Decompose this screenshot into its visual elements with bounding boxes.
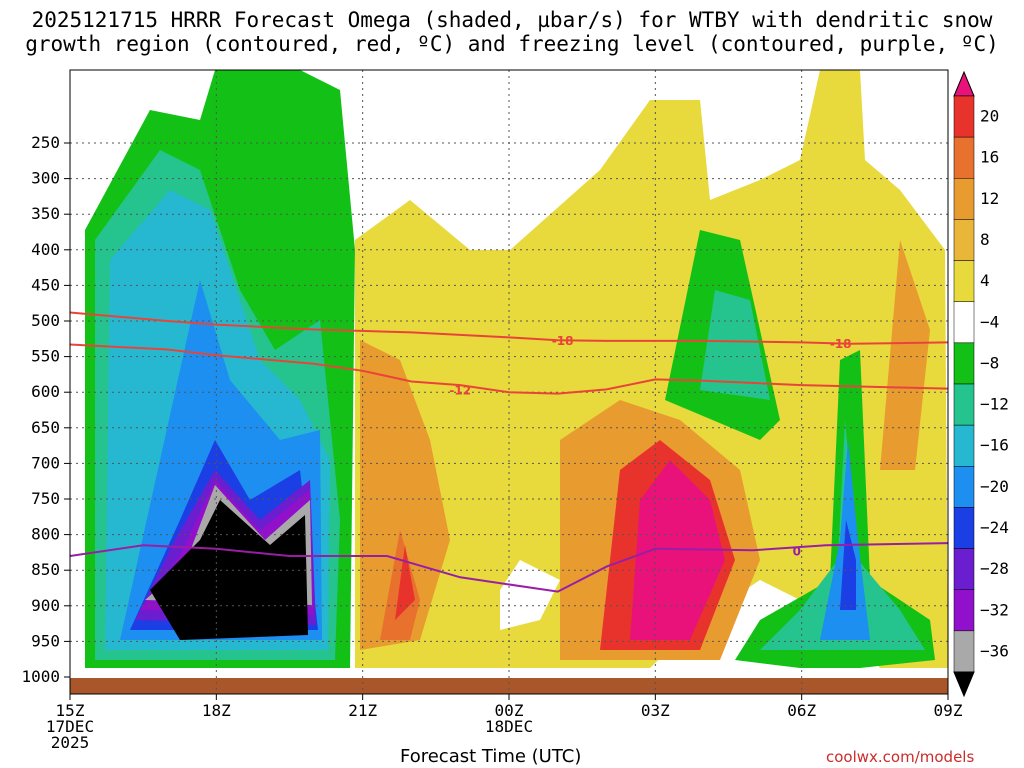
y-tick-label-1000: 1000 — [21, 667, 60, 686]
y-tick-label-750: 750 — [31, 489, 60, 508]
colorbar-segment-13 — [953, 630, 975, 673]
contour-dgz-12 — [69, 343, 949, 395]
contour-label-0: -18 — [552, 334, 574, 348]
colorbar-bottom-triangle — [953, 671, 975, 698]
y-axis-ticks: 250 300 350 400 450 500 550 600 650 700 750 800 850 9… — [21, 133, 70, 686]
x-tick-sub2-15Z: 2025 — [51, 733, 90, 752]
colorbar-label-4: 4 — [980, 271, 990, 290]
colorbar-segment-0 — [953, 95, 975, 138]
x-tick-label-03Z: 03Z — [641, 701, 670, 720]
colorbar-segment-10 — [953, 507, 975, 549]
x-tick-label-21Z: 21Z — [348, 701, 377, 720]
colorbar-segment-4 — [953, 260, 975, 302]
chart-title: 2025121715 HRRR Forecast Omega (shaded, … — [0, 8, 1024, 56]
y-tick-label-600: 600 — [31, 382, 60, 401]
x-tick-label-06Z: 06Z — [787, 701, 816, 720]
y-tick-label-400: 400 — [31, 240, 60, 259]
x-tick-label-18Z: 18Z — [202, 701, 231, 720]
title-line-2: growth region (contoured, red, ºC) and f… — [25, 32, 999, 56]
contour-label-2: -12 — [449, 383, 471, 397]
y-tick-label-850: 850 — [31, 560, 60, 579]
colorbar-label-13: −36 — [980, 641, 1009, 660]
x-axis-label: Forecast Time (UTC) — [400, 746, 582, 767]
omega-red-middle — [395, 545, 415, 620]
colorbar-segment-3 — [953, 219, 975, 261]
colorbar-label-3: 8 — [980, 230, 990, 249]
colorbar-label-0: 20 — [980, 107, 999, 126]
colorbar-segment-8 — [953, 424, 975, 467]
omega-darkblue-far-right — [840, 520, 856, 610]
colorbar-label-11: −28 — [980, 559, 1009, 578]
y-tick-label-650: 650 — [31, 418, 60, 437]
colorbar-label-10: −24 — [980, 518, 1009, 537]
colorbar-label-1: 16 — [980, 148, 999, 167]
x-tick-label-09Z: 09Z — [934, 701, 963, 720]
chart-contours — [69, 311, 949, 593]
y-tick-label-250: 250 — [31, 133, 60, 152]
y-tick-label-450: 450 — [31, 275, 60, 294]
omega-teal-right — [700, 290, 770, 400]
plot-frame — [69, 69, 949, 695]
omega-black-left — [150, 500, 308, 640]
chart-contour-labels: -18 -18 -12 0 — [449, 334, 851, 558]
colorbar-segment-11 — [953, 548, 975, 590]
x-tick-sub1-15Z: 17DEC — [46, 717, 94, 736]
x-tick-label-00Z: 00Z — [495, 701, 524, 720]
colorbar-segment-9 — [953, 466, 975, 508]
y-tick-label-500: 500 — [31, 311, 60, 330]
omega-green-far-right — [735, 350, 935, 668]
x-tick-sub1-00Z: 18DEC — [485, 717, 533, 736]
colorbar-label-5: −4 — [980, 312, 999, 331]
y-tick-label-350: 350 — [31, 204, 60, 223]
colorbar-segment-12 — [953, 589, 975, 632]
omega-shading — [85, 70, 948, 668]
y-tick-label-700: 700 — [31, 453, 60, 472]
colorbar-label-9: −20 — [980, 477, 1009, 496]
y-tick-label-800: 800 — [31, 525, 60, 544]
colorbar-segment-7 — [953, 383, 975, 426]
omega-orange-middle — [360, 340, 450, 650]
colorbar-label-12: −32 — [980, 600, 1009, 619]
colorbar-label-6: −8 — [980, 353, 999, 372]
contour-freezing-0 — [69, 542, 949, 593]
contour-label-3: 0 — [793, 544, 801, 558]
colorbar-label-8: −16 — [980, 436, 1009, 455]
omega-yellow-middle — [355, 70, 948, 668]
contour-label-1: -18 — [830, 337, 852, 351]
y-tick-label-950: 950 — [31, 631, 60, 650]
x-tick-label-15Z: 15Z — [56, 701, 85, 720]
colorbar-label-2: 12 — [980, 189, 999, 208]
colorbar-top-triangle — [953, 70, 975, 97]
y-tick-label-900: 900 — [31, 596, 60, 615]
colorbar-segment-1 — [953, 136, 975, 179]
omega-white-middle — [500, 560, 560, 630]
y-tick-label-550: 550 — [31, 347, 60, 366]
credit-link[interactable]: coolwx.com/models — [826, 748, 975, 766]
colorbar-segment-5 — [953, 301, 975, 344]
contour-dgz-18 — [69, 311, 949, 345]
colorbar-label-7: −12 — [980, 395, 1009, 414]
omega-orange-far-right — [880, 240, 930, 470]
colorbar-segment-6 — [953, 342, 975, 385]
ground-strip — [70, 678, 948, 694]
y-tick-label-300: 300 — [31, 169, 60, 188]
title-line-1: 2025121715 HRRR Forecast Omega (shaded, … — [31, 8, 993, 32]
colorbar: 20 16 12 8 4 −4 −8 −12 −16 −20 −24 −28 −32 −36 — [953, 70, 1009, 698]
colorbar-segment-2 — [953, 178, 975, 220]
